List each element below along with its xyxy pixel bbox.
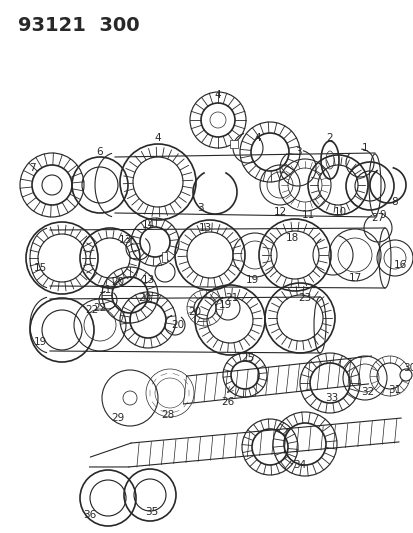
Text: 11: 11	[301, 210, 314, 220]
Text: 20: 20	[111, 277, 124, 287]
Text: 1: 1	[361, 143, 368, 153]
Text: 15: 15	[33, 263, 47, 273]
Text: 23: 23	[298, 293, 311, 303]
Text: 22: 22	[85, 305, 98, 315]
Text: 13: 13	[141, 275, 154, 285]
Text: 4: 4	[154, 133, 161, 143]
Text: 19: 19	[33, 337, 47, 347]
Text: 29: 29	[111, 413, 124, 423]
Text: 13: 13	[198, 223, 211, 233]
Text: 17: 17	[347, 273, 361, 283]
Text: 12: 12	[273, 207, 286, 217]
FancyBboxPatch shape	[230, 140, 237, 148]
Text: 21: 21	[225, 293, 238, 303]
Text: 30: 30	[402, 363, 413, 373]
Circle shape	[209, 112, 225, 128]
Text: 20: 20	[188, 307, 201, 317]
Circle shape	[399, 369, 411, 381]
FancyBboxPatch shape	[161, 252, 166, 262]
Text: 13: 13	[118, 235, 131, 245]
Text: 36: 36	[83, 510, 96, 520]
Text: 9: 9	[379, 210, 385, 220]
Text: 20: 20	[138, 293, 151, 303]
Text: 14: 14	[141, 220, 154, 230]
Text: 35: 35	[145, 507, 158, 517]
Text: 2: 2	[326, 133, 332, 143]
Text: 27: 27	[370, 213, 384, 223]
Text: 26: 26	[221, 397, 234, 407]
Text: 4: 4	[214, 90, 221, 100]
Text: 19: 19	[218, 300, 231, 310]
Text: 10: 10	[332, 207, 346, 217]
Text: 6: 6	[97, 147, 103, 157]
Text: 32: 32	[361, 387, 374, 397]
Text: 16: 16	[392, 260, 406, 270]
Text: 31: 31	[387, 385, 401, 395]
Text: 22: 22	[93, 303, 107, 313]
Text: 19: 19	[245, 275, 258, 285]
Text: 3: 3	[294, 147, 301, 157]
Text: 28: 28	[161, 410, 174, 420]
Text: 93121  300: 93121 300	[18, 16, 139, 35]
Text: 8: 8	[391, 197, 397, 207]
Text: 18: 18	[285, 233, 298, 243]
Text: 25: 25	[241, 353, 254, 363]
Text: 33: 33	[325, 393, 338, 403]
Text: 34: 34	[293, 460, 306, 470]
Circle shape	[42, 175, 62, 195]
Text: 11: 11	[98, 285, 112, 295]
Text: 3: 3	[196, 203, 203, 213]
Text: 20: 20	[171, 320, 184, 330]
Text: 4: 4	[254, 133, 261, 143]
Text: 7: 7	[28, 163, 35, 173]
